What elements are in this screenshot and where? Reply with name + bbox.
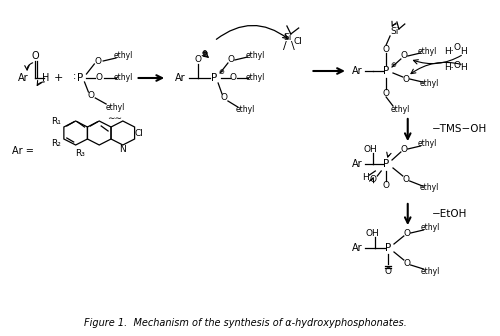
Text: O: O bbox=[228, 55, 234, 65]
Text: P: P bbox=[383, 159, 389, 169]
Text: O: O bbox=[454, 43, 460, 52]
Text: ⊖: ⊖ bbox=[201, 48, 207, 57]
Text: O: O bbox=[400, 144, 407, 154]
Text: \: \ bbox=[291, 41, 294, 51]
Text: ⊕: ⊕ bbox=[218, 69, 224, 75]
Text: O: O bbox=[402, 174, 409, 183]
Text: P: P bbox=[78, 73, 84, 83]
Text: ethyl: ethyl bbox=[246, 50, 265, 59]
Text: H: H bbox=[460, 64, 467, 73]
Text: O: O bbox=[382, 44, 390, 53]
Text: ethyl: ethyl bbox=[114, 51, 134, 60]
Text: O: O bbox=[95, 56, 102, 66]
Text: O: O bbox=[32, 51, 39, 61]
Text: ⊖: ⊖ bbox=[202, 50, 207, 56]
Text: H: H bbox=[444, 64, 450, 73]
Text: OH: OH bbox=[366, 228, 379, 238]
Text: O: O bbox=[220, 93, 228, 102]
Text: ⊕: ⊕ bbox=[390, 62, 396, 68]
Text: ethyl: ethyl bbox=[106, 102, 124, 112]
Text: /: / bbox=[283, 41, 287, 51]
Text: P: P bbox=[211, 73, 218, 83]
Text: O: O bbox=[404, 258, 410, 267]
Text: Cl: Cl bbox=[294, 37, 302, 45]
Text: R₂: R₂ bbox=[51, 138, 61, 148]
Text: Figure 1.  Mechanism of the synthesis of α-hydroxyphosphonates.: Figure 1. Mechanism of the synthesis of … bbox=[84, 318, 407, 328]
Text: O: O bbox=[230, 74, 236, 83]
Text: ethyl: ethyl bbox=[390, 104, 409, 114]
Text: Ar: Ar bbox=[175, 73, 186, 83]
Text: R₁: R₁ bbox=[51, 117, 61, 126]
Text: Si: Si bbox=[284, 34, 292, 42]
Text: Ar: Ar bbox=[352, 243, 362, 253]
Text: ⊕: ⊕ bbox=[202, 50, 207, 56]
Text: R₃: R₃ bbox=[74, 149, 85, 158]
Text: Ar: Ar bbox=[352, 159, 362, 169]
Text: +: + bbox=[54, 73, 64, 83]
Text: O: O bbox=[454, 60, 460, 70]
Text: P: P bbox=[383, 66, 389, 76]
Text: O: O bbox=[88, 91, 95, 100]
Text: H: H bbox=[460, 46, 467, 55]
Text: O: O bbox=[195, 55, 202, 65]
Text: ethyl: ethyl bbox=[114, 74, 134, 83]
Text: H: H bbox=[42, 73, 49, 83]
Text: Ar: Ar bbox=[352, 66, 362, 76]
Text: O: O bbox=[402, 75, 409, 84]
Text: −EtOH: −EtOH bbox=[432, 209, 468, 219]
Text: Ar: Ar bbox=[18, 73, 28, 83]
Text: Si: Si bbox=[391, 28, 399, 37]
Text: H: H bbox=[362, 173, 369, 182]
Text: OH: OH bbox=[364, 144, 378, 154]
Text: ethyl: ethyl bbox=[420, 223, 440, 233]
Text: O: O bbox=[382, 88, 390, 97]
Text: O: O bbox=[370, 175, 377, 184]
Text: O: O bbox=[382, 180, 390, 190]
Text: ethyl: ethyl bbox=[236, 106, 256, 115]
Text: :: : bbox=[73, 71, 76, 81]
Text: ethyl: ethyl bbox=[420, 80, 439, 88]
Text: Cl: Cl bbox=[134, 128, 143, 137]
Text: ··: ·· bbox=[450, 65, 454, 71]
Text: H: H bbox=[444, 46, 450, 55]
Text: O: O bbox=[384, 267, 392, 277]
Text: O: O bbox=[400, 51, 407, 60]
Text: O: O bbox=[404, 228, 410, 238]
Text: ··: ·· bbox=[450, 48, 454, 54]
Text: ethyl: ethyl bbox=[420, 266, 440, 276]
Text: −TMS−OH: −TMS−OH bbox=[432, 124, 488, 134]
Text: P: P bbox=[385, 243, 391, 253]
Text: O: O bbox=[96, 74, 102, 83]
Text: ethyl: ethyl bbox=[420, 183, 439, 193]
Text: Ar =: Ar = bbox=[12, 146, 34, 156]
Text: ethyl: ethyl bbox=[418, 46, 437, 55]
Text: ethyl: ethyl bbox=[418, 139, 437, 149]
Text: ethyl: ethyl bbox=[246, 74, 265, 83]
Text: ∼∼: ∼∼ bbox=[108, 115, 122, 124]
Text: N: N bbox=[120, 145, 126, 155]
